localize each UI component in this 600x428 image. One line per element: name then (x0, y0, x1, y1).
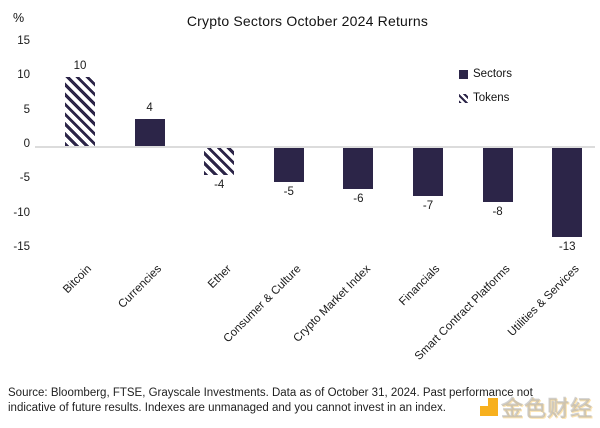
y-axis-unit-label: % (13, 11, 25, 25)
jinse-finance-watermark: 金色财经 (480, 391, 593, 423)
jinse-finance-logo-icon (480, 398, 498, 416)
x-axis-category-label: Utilities & Services (505, 263, 582, 339)
source-line-2: indicative of future results. Indexes ar… (8, 402, 446, 414)
bar-bitcoin (65, 77, 95, 146)
watermark-text: 金色财经 (501, 396, 594, 421)
x-axis-category-label: Consumer & Culture (221, 263, 304, 346)
y-axis-tick-label: -15 (13, 240, 30, 253)
x-axis-category-label: Currencies (116, 263, 165, 311)
bar-crypto-market-index (343, 147, 374, 189)
y-axis-tick-label: -5 (19, 172, 30, 185)
bar-value-label: -5 (283, 185, 294, 198)
y-axis-tick-label: 0 (23, 138, 30, 150)
sectors-legend-swatch-icon (459, 69, 468, 79)
bar-value-label: -6 (353, 192, 364, 205)
bar-ether (204, 147, 235, 175)
bar-value-label: -13 (558, 240, 576, 253)
chart-legend: Sectors Tokens (459, 62, 512, 110)
tokens-legend-swatch-icon (459, 93, 468, 103)
y-axis-tick-label: -10 (13, 206, 30, 219)
legend-row-sectors: Sectors (459, 62, 512, 86)
zero-axis-line (35, 146, 595, 148)
bar-smart-contract-platforms (482, 147, 513, 203)
y-axis-tick-label: 10 (17, 69, 30, 82)
bar-currencies (134, 118, 165, 146)
bar-value-label: 4 (146, 101, 153, 114)
x-axis-category-label: Financials (397, 263, 443, 309)
bar-value-label: 10 (73, 60, 87, 73)
legend-label-sectors: Sectors (473, 68, 512, 80)
bar-value-label: -8 (492, 206, 503, 219)
y-axis-tick-label: 5 (23, 103, 30, 116)
bar-financials (413, 147, 443, 196)
chart-title: Crypto Sectors October 2024 Returns (186, 13, 429, 29)
source-line-1: Source: Bloomberg, FTSE, Grayscale Inves… (8, 387, 533, 399)
legend-row-tokens: Tokens (459, 86, 512, 110)
legend-label-tokens: Tokens (473, 92, 510, 104)
x-axis-category-label: Crypto Market Index (291, 263, 373, 345)
bar-consumer-culture (273, 147, 304, 182)
source-disclaimer-text: Source: Bloomberg, FTSE, Grayscale Inves… (8, 386, 533, 416)
x-axis-category-label: Bitcoin (61, 263, 95, 296)
x-axis-category-label: Ether (205, 263, 234, 291)
bar-value-label: -4 (214, 178, 225, 191)
y-axis-tick-label: 15 (17, 35, 30, 48)
bar-utilities-services (552, 147, 583, 237)
bar-value-label: -7 (422, 199, 434, 212)
